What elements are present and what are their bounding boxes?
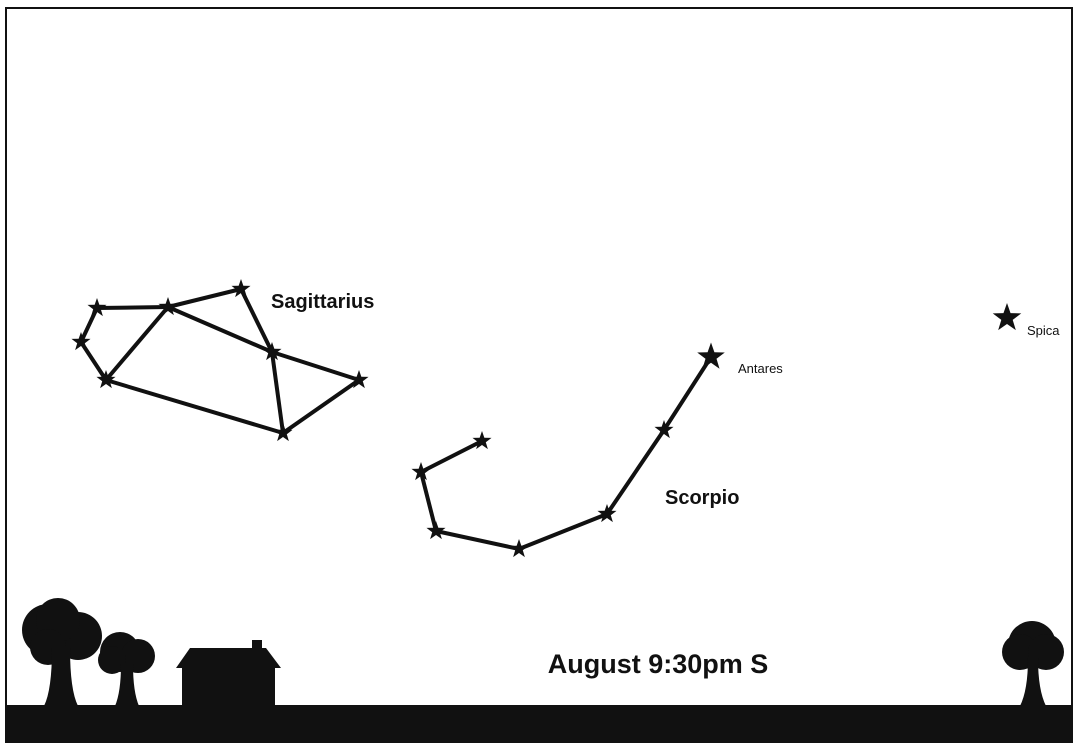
page: Sagittarius Scorpio Antares Spica August… (0, 0, 1078, 748)
constellation-label: Sagittarius (271, 291, 374, 313)
constellation-label: Scorpio (665, 487, 739, 509)
frame (6, 8, 1072, 742)
caption: August 9:30pm S (548, 649, 769, 679)
star-label: Antares (738, 361, 783, 376)
star-label: Spica (1027, 323, 1060, 338)
star-chart: Sagittarius Scorpio Antares Spica August… (0, 0, 1078, 748)
